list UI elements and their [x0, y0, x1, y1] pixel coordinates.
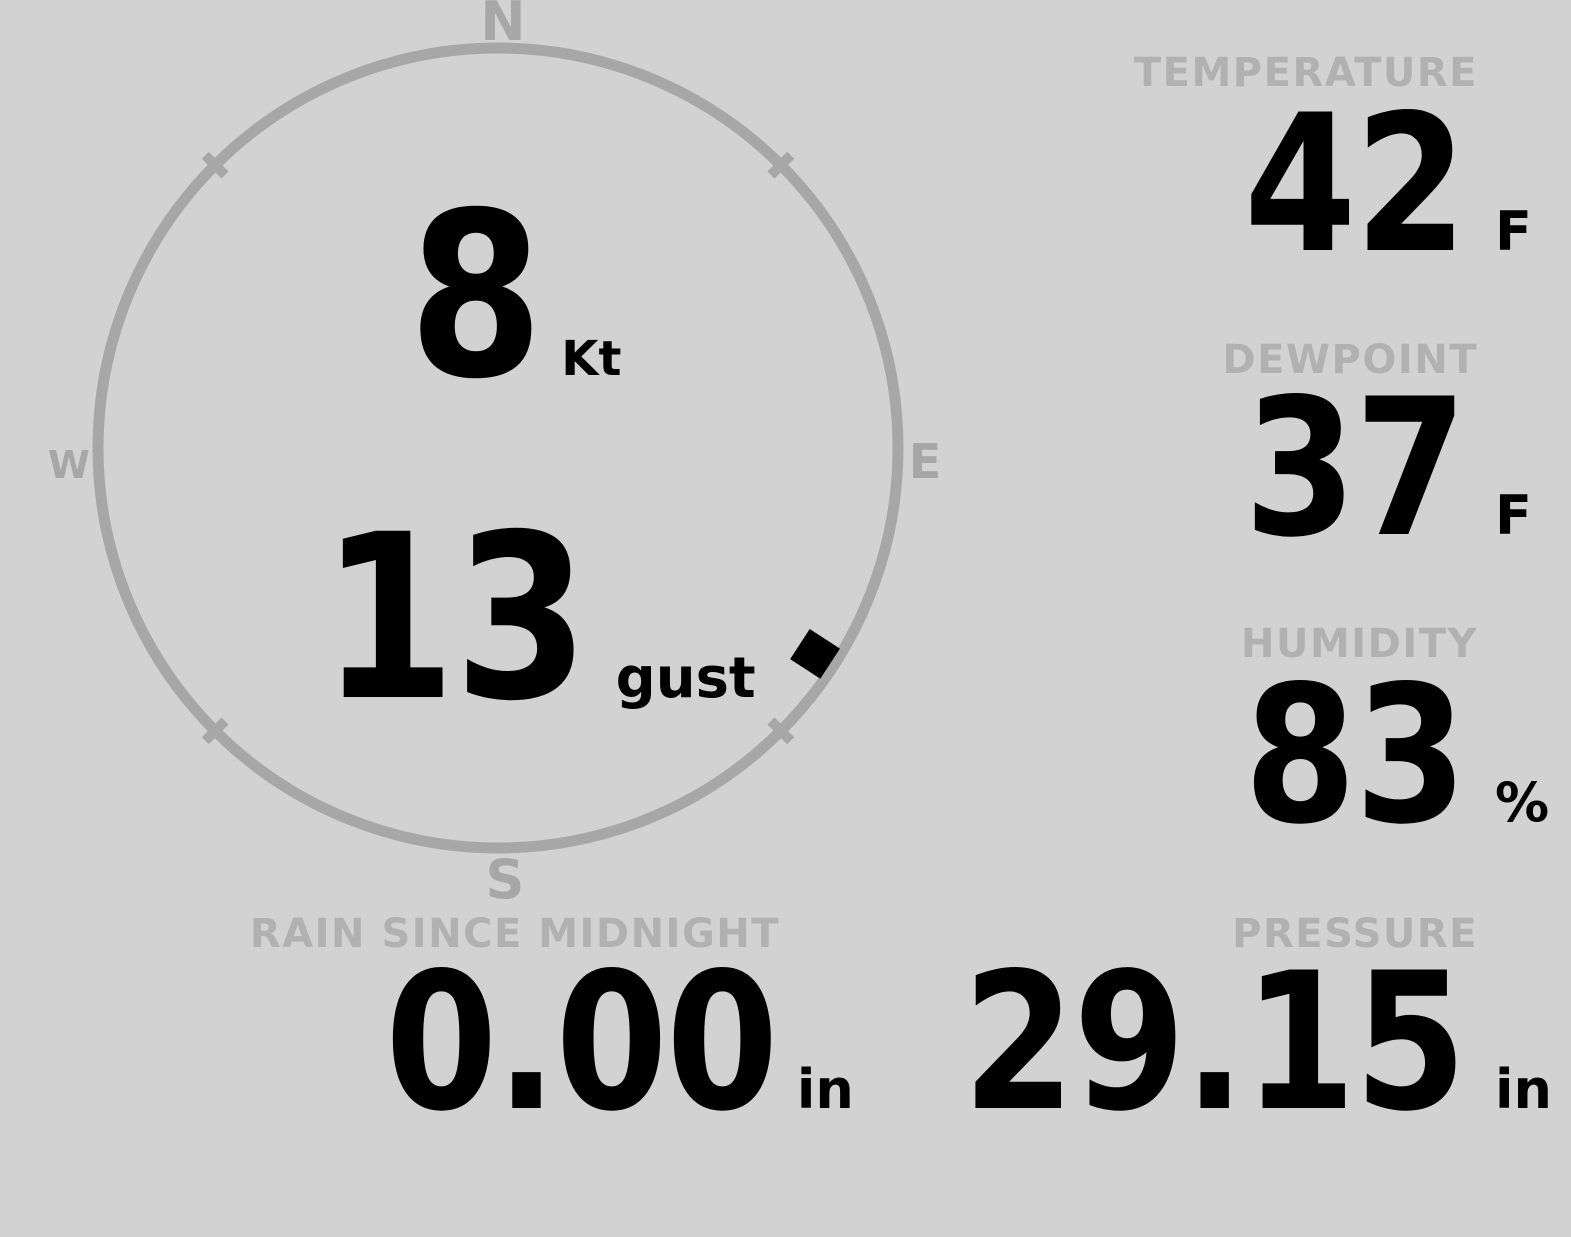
compass-ticks: [201, 151, 795, 745]
rain-label: RAIN SINCE MIDNIGHT: [249, 911, 781, 957]
dewpoint-label-row: DEWPOINT: [1222, 340, 1560, 380]
pressure-value-row: 29.15 in: [874, 948, 1560, 1138]
humidity-value: 83: [1243, 645, 1467, 866]
wind-compass: N E S W: [48, 0, 942, 911]
rain-label-row: RAIN SINCE MIDNIGHT: [0, 914, 1030, 954]
humidity-label-row: HUMIDITY: [1241, 624, 1560, 664]
dewpoint-value: 37: [1243, 358, 1467, 579]
pressure-value: 29.15: [962, 932, 1467, 1153]
dewpoint-label: DEWPOINT: [1222, 337, 1478, 383]
temperature-value-row: 42 F: [1205, 90, 1560, 280]
wind-speed-unit: Kt: [561, 331, 622, 387]
compass-label-north: N: [480, 0, 525, 53]
rain-unit: in: [796, 1058, 854, 1121]
dewpoint-unit: F: [1495, 484, 1532, 547]
pressure-label-row: PRESSURE: [1232, 914, 1560, 954]
wind-speed-row: 8 Kt: [0, 182, 1006, 410]
humidity-unit: %: [1495, 771, 1550, 834]
wind-speed-value: 8: [408, 163, 543, 429]
compass-label-west: W: [48, 443, 90, 487]
wind-direction-marker-icon: [790, 628, 840, 679]
temperature-label-row: TEMPERATURE: [1134, 53, 1560, 93]
rain-value: 0.00: [385, 932, 778, 1153]
compass-ring: [92, 42, 904, 854]
wind-gust-value: 13: [321, 485, 589, 751]
humidity-label: HUMIDITY: [1241, 621, 1478, 667]
wind-gust-row: 13 gust: [12, 504, 1018, 732]
dewpoint-value-row: 37 F: [1205, 374, 1560, 564]
temperature-label: TEMPERATURE: [1133, 50, 1478, 96]
wind-gust-unit: gust: [615, 646, 756, 711]
humidity-value-row: 83 %: [1205, 661, 1560, 851]
pressure-label: PRESSURE: [1232, 911, 1478, 957]
pressure-unit: in: [1495, 1058, 1552, 1121]
temperature-value: 42: [1243, 74, 1467, 295]
compass-label-east: E: [909, 434, 942, 490]
temperature-unit: F: [1495, 200, 1532, 263]
compass-label-south: S: [486, 848, 525, 911]
rain-value-row: 0.00 in: [70, 948, 1100, 1138]
